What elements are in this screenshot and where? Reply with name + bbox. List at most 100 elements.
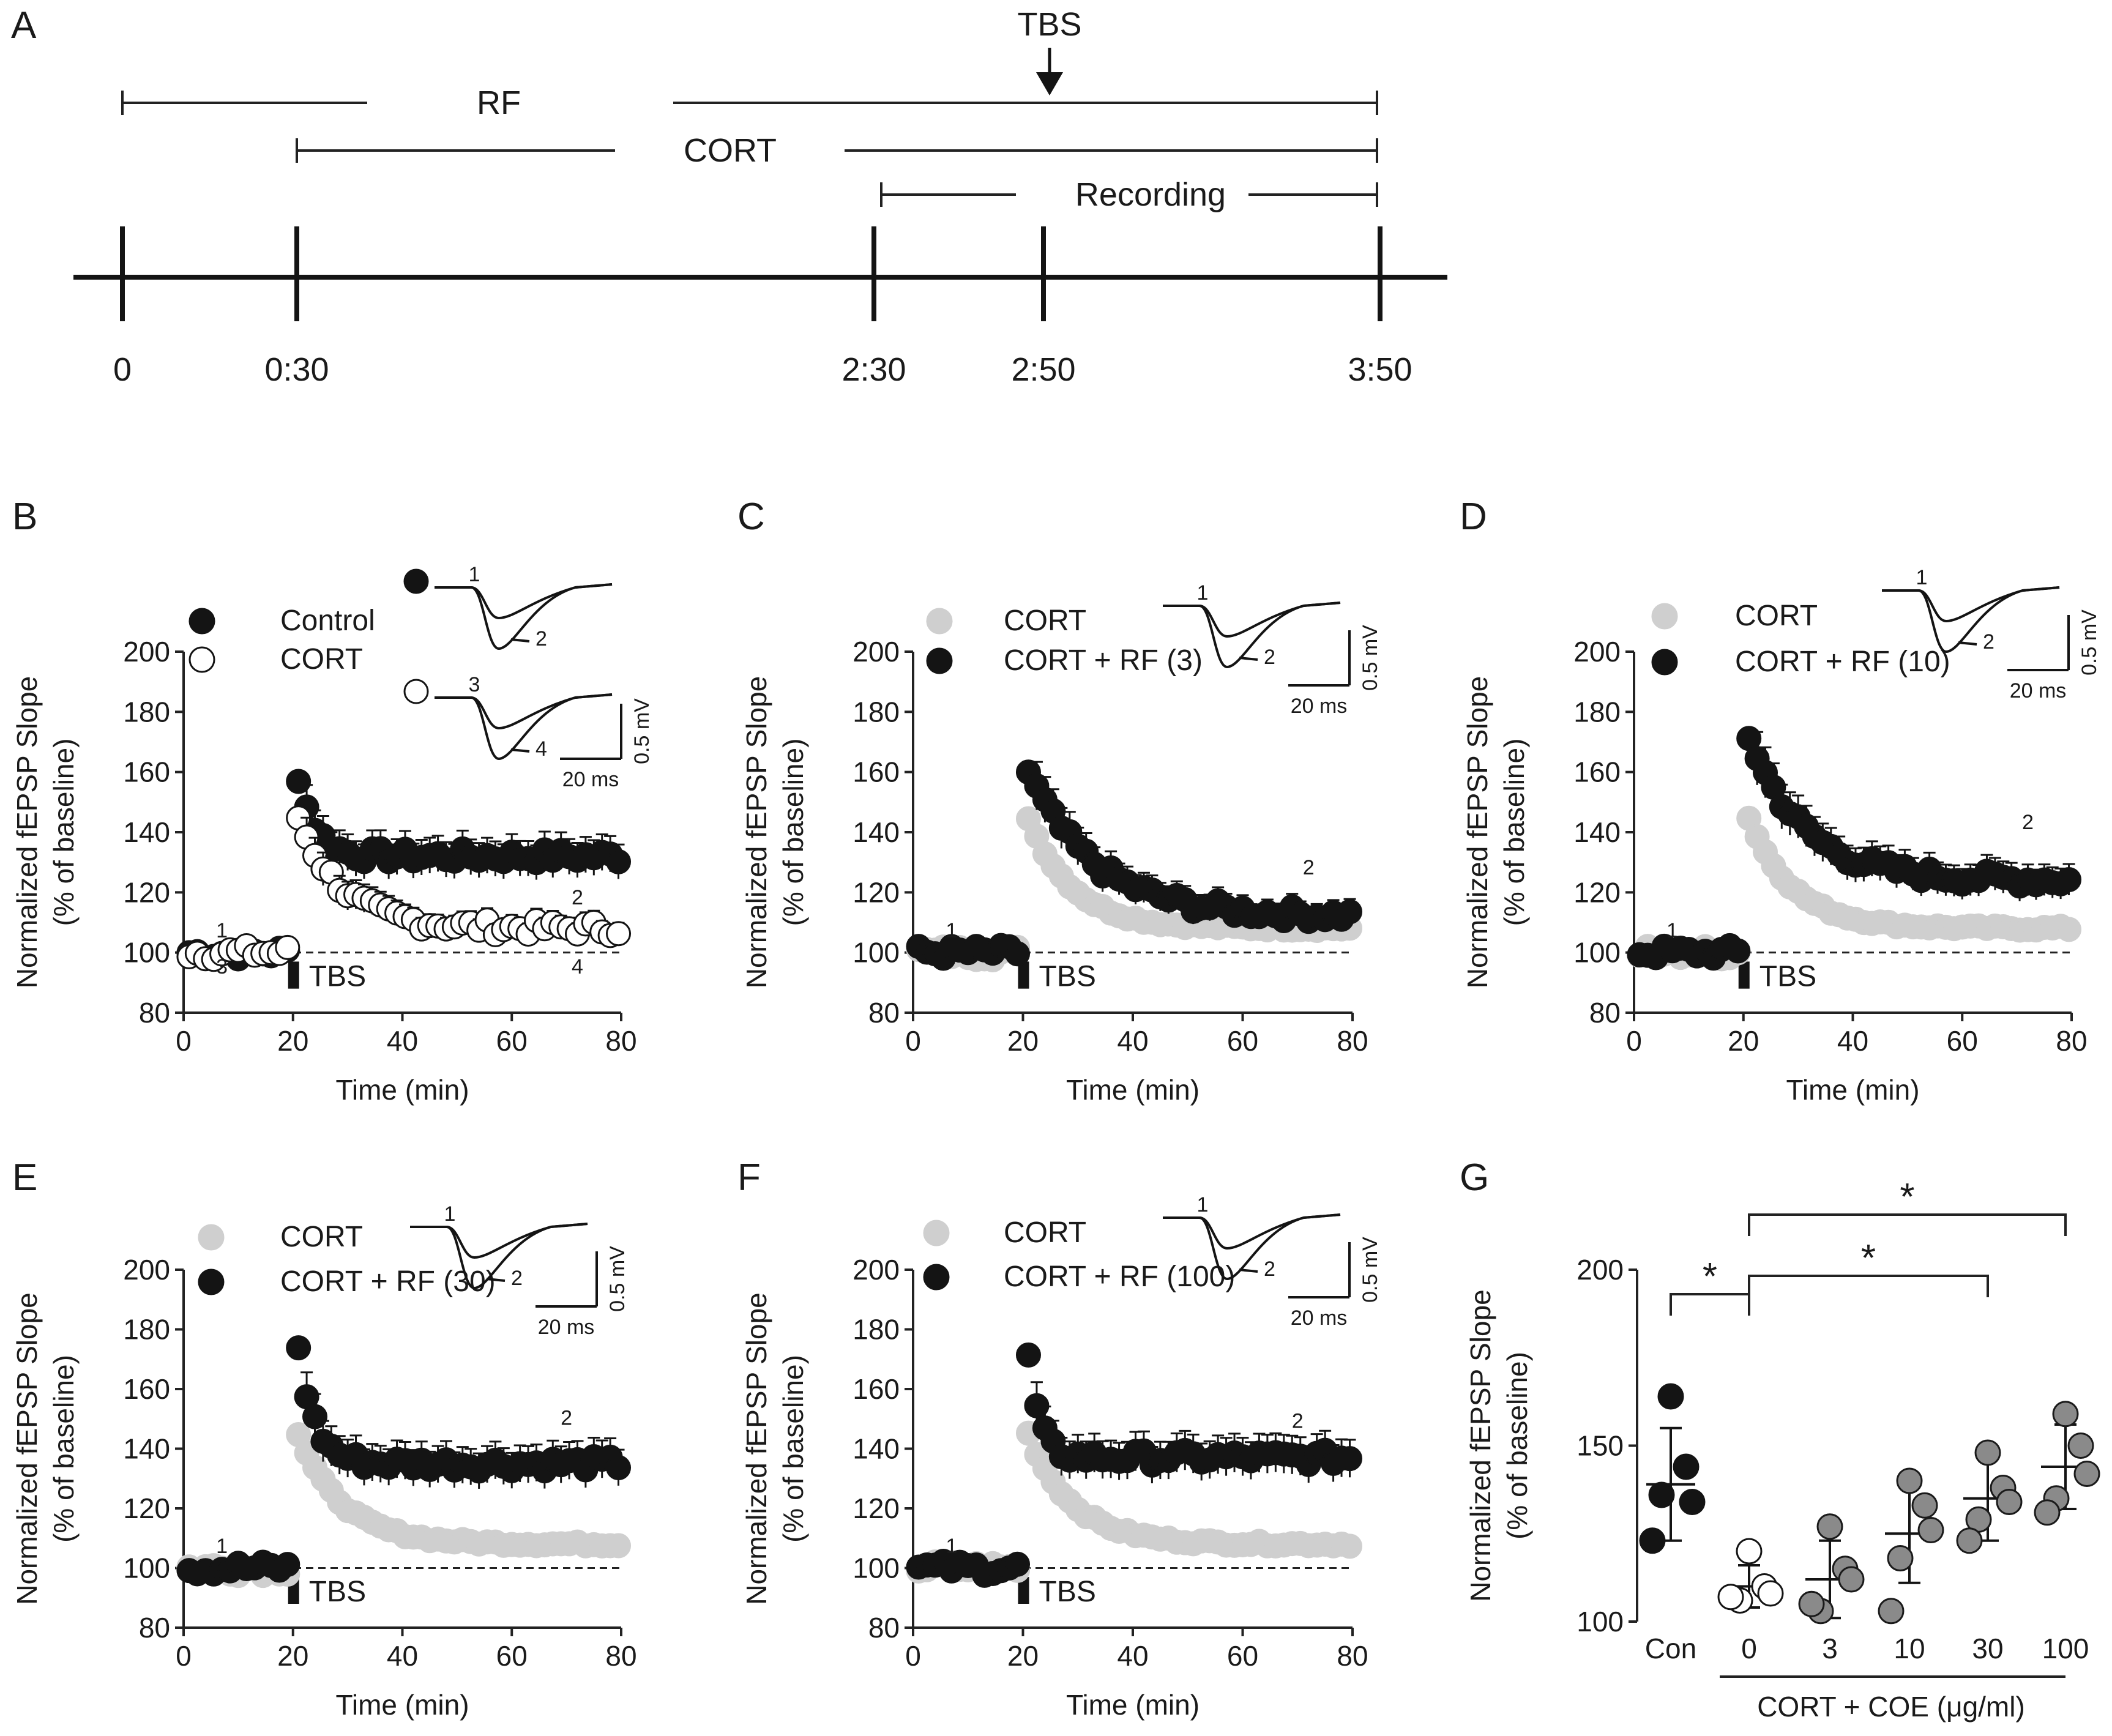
x-axis-label: Time (min) — [1786, 1074, 1919, 1106]
data-point — [1717, 1584, 1744, 1611]
arrow — [1958, 641, 1977, 646]
fepsp-trace-1 — [435, 693, 613, 730]
scale-bar-x-label: 20 ms — [1291, 695, 1348, 718]
data-point — [286, 769, 312, 794]
data-point — [1838, 1566, 1865, 1593]
data-point — [1917, 1517, 1944, 1543]
data-point — [1015, 1342, 1041, 1368]
y-tick-label: 100 — [123, 1552, 170, 1584]
data-point — [1956, 1527, 1983, 1554]
data-point — [1996, 1489, 2023, 1515]
legend-label: Control — [280, 605, 375, 637]
data-point — [1337, 899, 1363, 925]
tbs-bar — [1018, 1577, 1029, 1604]
x-category-label: 10 — [1894, 1633, 1925, 1664]
x-tick-label: 40 — [387, 1640, 418, 1672]
y-tick-label: 140 — [853, 816, 900, 848]
x-tick-label: 60 — [1227, 1025, 1258, 1057]
timeline-tick-label: 0:30 — [264, 351, 329, 388]
panel-a-timeline: A 0 0:30 2:30 2:50 3:50 RF CORT Recording TBS — [11, 4, 1447, 388]
y-tick-label: 160 — [853, 1373, 900, 1405]
y-axis-label: Normalized fEPSP Slope — [1461, 676, 1493, 989]
x-tick-label: 60 — [1227, 1640, 1258, 1672]
x-tick-label: 20 — [1728, 1025, 1759, 1057]
tbs-bar — [1018, 961, 1029, 989]
panel-label: B — [12, 496, 37, 538]
legend-marker — [923, 1264, 950, 1291]
legend-label: CORT + RF (30) — [280, 1265, 496, 1298]
x-tick-label: 40 — [1837, 1025, 1868, 1057]
x-tick-label: 80 — [605, 1640, 636, 1672]
x-tick-label: 60 — [496, 1640, 528, 1672]
y-tick-label: 200 — [123, 636, 170, 668]
tbs-label: TBS — [309, 1576, 366, 1608]
x-tick-label: 20 — [1007, 1640, 1039, 1672]
data-point — [606, 849, 632, 874]
scale-bar-x-label: 20 ms — [2010, 679, 2067, 702]
x-tick-label: 0 — [905, 1640, 921, 1672]
scale-bar-y-label: 0.5 mV — [1359, 1237, 1382, 1303]
data-point — [606, 921, 632, 947]
significance-bracket — [1670, 1293, 1750, 1316]
data-point — [1673, 1453, 1700, 1480]
legend-label: CORT — [1004, 605, 1086, 637]
group-label: CORT + COE (μg/ml) — [1757, 1691, 2025, 1723]
y-tick-label: 160 — [853, 756, 900, 788]
y-tick-label: 120 — [853, 876, 900, 908]
scale-bar-y-label: 0.5 mV — [606, 1246, 629, 1312]
time-point-label: 4 — [572, 955, 583, 978]
y-tick-label: 140 — [123, 1433, 170, 1465]
group-0 — [1717, 1538, 1784, 1614]
y-tick-label: 180 — [123, 1314, 170, 1346]
group-10 — [1878, 1467, 1944, 1625]
tbs-event-label: TBS — [1017, 6, 1081, 43]
inset-traces: 1 2 0.5 mV 20 ms — [1882, 566, 2101, 702]
timeline-tick-label: 2:30 — [841, 351, 906, 388]
legend-label: CORT + RF (3) — [1004, 644, 1203, 677]
timeline-tick-label: 0 — [113, 351, 132, 388]
x-tick-label: 0 — [1626, 1025, 1642, 1057]
x-tick-label: 20 — [277, 1640, 308, 1672]
data-point — [606, 1533, 632, 1559]
trace-label: 2 — [1264, 1257, 1275, 1281]
x-tick-label: 0 — [176, 1640, 192, 1672]
x-tick-label: 0 — [905, 1025, 921, 1057]
y-axis-label-units: (% of baseline) — [48, 739, 80, 926]
legend-label: CORT — [280, 643, 363, 676]
y-tick-label: 100 — [1577, 1606, 1624, 1637]
data-point — [2067, 1432, 2094, 1459]
legend-label: CORT — [280, 1221, 363, 1253]
data-point — [2056, 917, 2082, 942]
group-Con — [1639, 1383, 1706, 1554]
trace-label: 2 — [1983, 630, 1994, 654]
data-point — [275, 934, 300, 960]
y-tick-label: 200 — [1573, 636, 1621, 668]
legend-marker — [926, 608, 953, 635]
time-point-label: 2 — [1292, 1409, 1304, 1432]
legend-marker — [923, 1220, 950, 1246]
trace-label: 1 — [1197, 581, 1209, 605]
panel-label: A — [11, 4, 37, 47]
panel-c-chart: C 80 100 120 140 160 180 200 0 20 40 60 80 Time (min)… — [737, 496, 1382, 1106]
legend-label: CORT + RF (10) — [1735, 646, 1950, 678]
arrow — [1239, 1268, 1258, 1273]
y-tick-label: 80 — [139, 997, 170, 1029]
significance-bracket — [1748, 1275, 1989, 1297]
data-point — [302, 1404, 327, 1429]
significance-star: * — [1900, 1176, 1914, 1218]
data-point — [1337, 1446, 1363, 1472]
y-tick-label: 140 — [1573, 816, 1621, 848]
fepsp-trace-2 — [1163, 1213, 1341, 1281]
inset-series-marker — [403, 679, 429, 704]
panel-label: F — [737, 1157, 761, 1199]
series-black — [176, 1335, 632, 1587]
data-point — [2056, 866, 2082, 892]
x-tick-label: 80 — [605, 1025, 636, 1057]
significance-bracket — [1748, 1213, 2067, 1236]
legend-marker — [926, 647, 953, 674]
trace-label: 1 — [444, 1202, 456, 1226]
time-point-label: 2 — [1303, 856, 1315, 879]
data-point — [1337, 1533, 1363, 1559]
trace-label: 1 — [1197, 1193, 1209, 1216]
panel-label: E — [12, 1157, 37, 1199]
